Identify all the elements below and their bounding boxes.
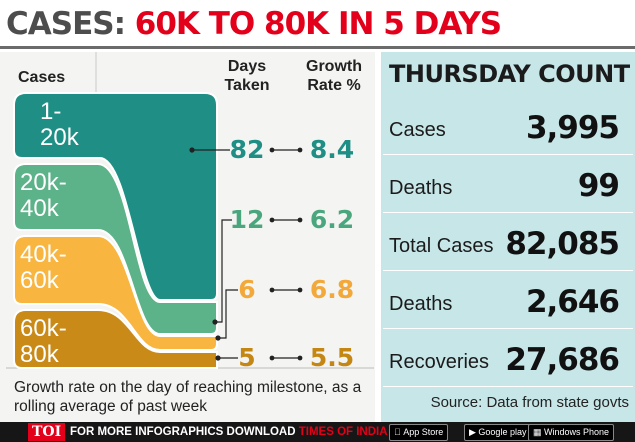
footer-promo: FOR MORE INFOGRAPHICS DOWNLOAD TIMES OF … [70,425,414,439]
footer-brand: TIMES OF INDIA APP [298,426,414,438]
band-label-3: 40k- 60k [20,242,67,294]
value-link-dot-2-1 [269,217,275,223]
value-link-dot-2-2 [297,217,303,223]
band-1 [13,92,218,301]
value-link-dot-1-1 [269,147,275,153]
thursday-row-value: 27,686 [505,342,620,378]
headline-rest: 60K TO 80K IN 5 DAYS [134,6,502,42]
connector-line-2 [215,219,232,323]
windows-phone-badge[interactable]: ▦ Windows Phone [528,424,615,441]
thursday-row-value: 82,085 [505,226,620,262]
toi-logo: TOI [28,423,66,441]
days-value-2: 12 [229,205,265,234]
thursday-count-panel [381,52,635,422]
thursday-row-value: 2,646 [525,284,620,320]
value-link-dot-4-2 [297,355,303,361]
thursday-row-separator [383,154,633,155]
google-play-badge[interactable]: ▶ Google play [464,424,532,441]
thursday-row-separator [383,270,633,271]
thursday-row-4: Deaths 2,646 [389,278,620,320]
band-label-1-line2: 20k [40,124,79,151]
connector-dot-2 [212,319,218,325]
thursday-row-separator [383,328,633,329]
days-value-3: 6 [238,275,256,304]
band-label-3-line2: 60k [20,267,59,294]
value-link-dot-3-1 [269,287,275,293]
value-link-dot-4-1 [269,355,275,361]
footer-promo-text: FOR MORE INFOGRAPHICS DOWNLOAD [70,426,296,438]
thursday-row-value: 3,995 [525,110,620,146]
band-2 [13,163,218,335]
app-store-label: App Store [394,427,443,437]
rate-value-3: 6.8 [309,275,355,304]
connector-dot-1 [189,147,195,153]
footer-bar: TOI FOR MORE INFOGRAPHICS DOWNLOAD TIMES… [0,422,635,442]
thursday-row-label: Recoveries [389,351,490,373]
days-value-1: 82 [229,135,265,164]
app-store-badge[interactable]:  App Store [389,424,449,441]
thursday-count-title: THURSDAY COUNT [389,60,630,88]
band-label-4-line2: 80k [20,341,59,368]
thursday-row-5: Recoveries 27,686 [389,336,620,378]
thursday-row-value: 99 [577,168,620,204]
headline-rule [0,46,635,49]
band-4 [13,309,218,369]
thursday-row-separator [383,212,633,213]
band-label-2-line1: 20k- [20,169,67,196]
thursday-row-separator [383,386,633,387]
rate-value-4: 5.5 [309,343,355,372]
band-label-1: 1- 20k [40,99,79,151]
days-header-line1: Days [227,58,267,75]
thursday-row-label: Total Cases [389,235,494,257]
band-label-2: 20k- 40k [20,170,67,222]
growth-rate-note: Growth rate on the day of reaching miles… [14,379,362,415]
connector-line-3 [218,289,238,339]
thursday-row-2: Deaths 99 [389,162,620,204]
band-label-4: 60k- 80k [20,316,67,368]
rate-value-2: 6.2 [309,205,355,234]
thursday-row-label: Deaths [389,177,453,199]
thursday-row-label: Cases [389,119,446,141]
rate-header-line2: Rate % [307,77,361,94]
cases-header: Cases [18,69,66,86]
thursday-row-3: Total Cases 82,085 [389,220,620,262]
value-link-dot-3-2 [297,287,303,293]
band-label-3-line1: 40k- [20,241,67,268]
thursday-row-1: Cases 3,995 [389,104,620,146]
value-link-dot-1-2 [297,147,303,153]
band-3 [13,235,218,351]
google-play-label: Google play [478,427,527,437]
windows-phone-label: Windows Phone [544,427,610,437]
connector-dot-4 [215,355,221,361]
thursday-row-label: Deaths [389,293,453,315]
headline-lead: CASES: [6,6,126,42]
connector-dot-3 [215,335,221,341]
days-header-line2: Taken [224,77,270,94]
headline: CASES: 60K TO 80K IN 5 DAYS [6,4,502,44]
band-label-4-line1: 60k- [20,315,67,342]
source-note: Source: Data from state govts [430,394,629,411]
band-label-2-line2: 40k [20,195,59,222]
rate-header-line1: Growth [306,58,362,75]
days-value-4: 5 [238,343,256,372]
band-label-1-line1: 1- [40,98,62,125]
rate-value-1: 8.4 [309,135,355,164]
